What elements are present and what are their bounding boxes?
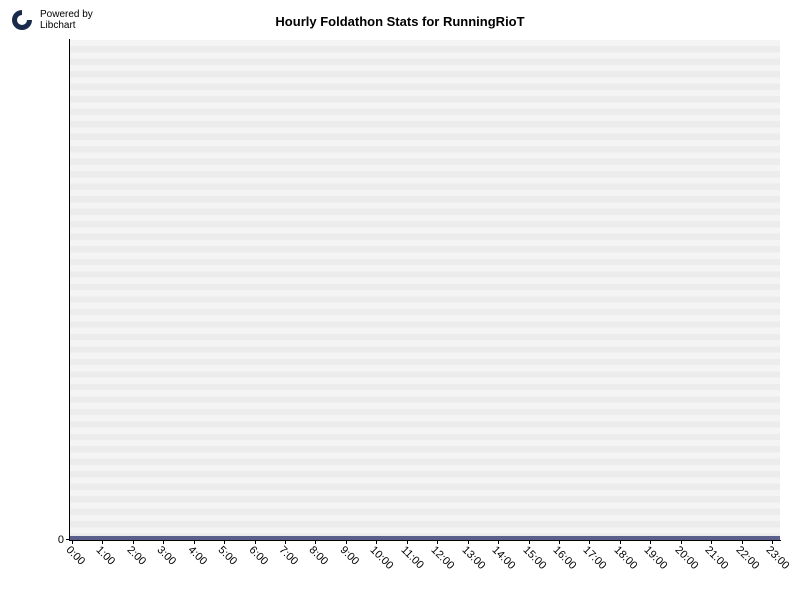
- x-tick-mark: [163, 540, 164, 544]
- x-tick-label: 8:00: [307, 544, 331, 568]
- x-tick-label: 9:00: [337, 544, 361, 568]
- x-tick-label: 20:00: [672, 544, 700, 572]
- x-tick-label: 4:00: [185, 544, 209, 568]
- x-tick-mark: [650, 540, 651, 544]
- x-tick-label: 5:00: [216, 544, 240, 568]
- y-axis-line: [69, 39, 70, 541]
- x-tick-label: 12:00: [429, 544, 457, 572]
- x-tick-label: 0:00: [64, 544, 88, 568]
- x-axis-line: [69, 540, 781, 541]
- x-tick-label: 13:00: [459, 544, 487, 572]
- x-tick-label: 1:00: [94, 544, 118, 568]
- x-tick-label: 11:00: [398, 544, 425, 571]
- chart-title: Hourly Foldathon Stats for RunningRioT: [0, 14, 800, 29]
- x-tick-mark: [102, 540, 103, 544]
- x-tick-label: 10:00: [368, 544, 396, 572]
- x-tick-label: 19:00: [642, 544, 670, 572]
- x-tick-label: 2:00: [124, 544, 148, 568]
- x-tick-label: 22:00: [733, 544, 761, 572]
- x-tick-mark: [315, 540, 316, 544]
- x-tick-label: 17:00: [581, 544, 609, 572]
- y-tick-mark: [66, 539, 70, 540]
- y-tick-label: 0: [58, 534, 64, 546]
- x-tick-label: 23:00: [764, 544, 792, 572]
- x-tick-label: 6:00: [246, 544, 270, 568]
- x-tick-label: 15:00: [520, 544, 548, 572]
- plot-area: 0 0:001:002:003:004:005:006:007:008:009:…: [70, 40, 780, 540]
- x-tick-label: 7:00: [277, 544, 301, 568]
- x-tick-mark: [589, 540, 590, 544]
- x-tick-mark: [376, 540, 377, 544]
- x-tick-label: 18:00: [611, 544, 639, 572]
- x-tick-label: 3:00: [155, 544, 179, 568]
- x-tick-label: 16:00: [550, 544, 578, 572]
- x-tick-label: 21:00: [703, 544, 731, 572]
- plot-background: [70, 40, 780, 540]
- x-tick-label: 14:00: [490, 544, 518, 572]
